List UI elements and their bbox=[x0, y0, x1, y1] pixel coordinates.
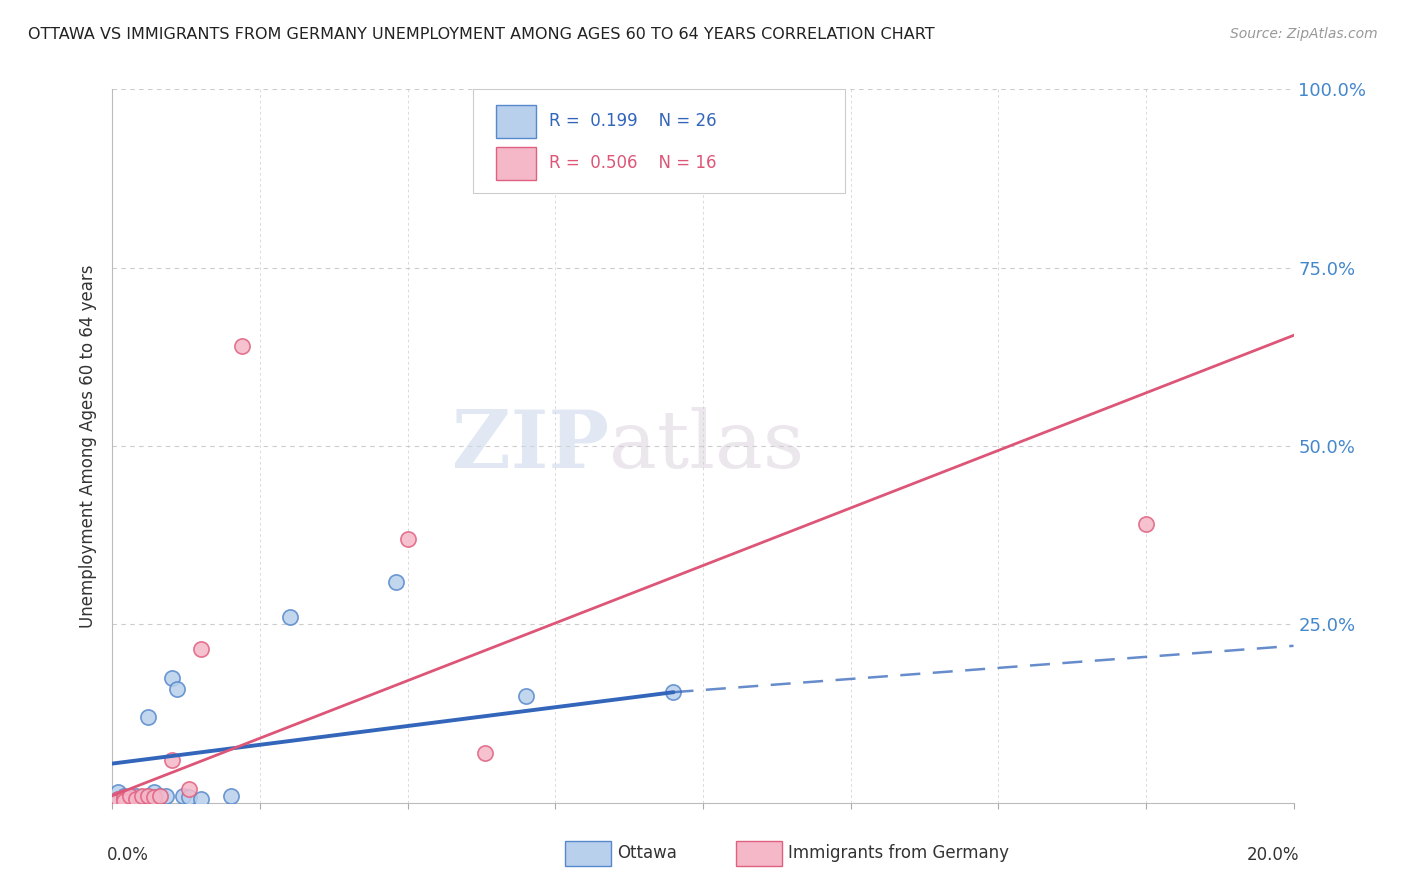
FancyBboxPatch shape bbox=[496, 147, 537, 180]
Text: Immigrants from Germany: Immigrants from Germany bbox=[787, 845, 1010, 863]
Point bbox=[125, 792, 148, 806]
Point bbox=[136, 789, 159, 803]
Y-axis label: Unemployment Among Ages 60 to 64 years: Unemployment Among Ages 60 to 64 years bbox=[79, 264, 97, 628]
Point bbox=[190, 642, 212, 657]
Text: OTTAWA VS IMMIGRANTS FROM GERMANY UNEMPLOYMENT AMONG AGES 60 TO 64 YEARS CORRELA: OTTAWA VS IMMIGRANTS FROM GERMANY UNEMPL… bbox=[28, 27, 935, 42]
Point bbox=[125, 794, 148, 808]
Text: 20.0%: 20.0% bbox=[1247, 846, 1299, 863]
Point bbox=[142, 785, 165, 799]
Point bbox=[179, 781, 201, 796]
Point bbox=[160, 753, 183, 767]
Text: Ottawa: Ottawa bbox=[617, 845, 676, 863]
Point bbox=[190, 792, 212, 806]
Point bbox=[385, 574, 408, 589]
Text: atlas: atlas bbox=[609, 407, 804, 485]
Point bbox=[131, 794, 153, 808]
Point bbox=[166, 681, 188, 696]
Point bbox=[120, 789, 142, 803]
Point bbox=[112, 789, 135, 803]
Point bbox=[179, 790, 201, 805]
Point bbox=[120, 794, 142, 808]
Point bbox=[219, 789, 242, 803]
Point bbox=[131, 790, 153, 805]
Text: 0.0%: 0.0% bbox=[107, 846, 149, 863]
Point bbox=[231, 339, 253, 353]
Point bbox=[662, 685, 685, 699]
Point bbox=[155, 789, 177, 803]
Point bbox=[107, 792, 129, 806]
Point bbox=[396, 532, 419, 546]
Point bbox=[149, 789, 172, 803]
FancyBboxPatch shape bbox=[737, 840, 782, 866]
FancyBboxPatch shape bbox=[565, 840, 610, 866]
Text: R =  0.506    N = 16: R = 0.506 N = 16 bbox=[550, 154, 717, 172]
Point bbox=[172, 789, 194, 803]
Point bbox=[1135, 517, 1157, 532]
Point bbox=[160, 671, 183, 685]
Point bbox=[125, 789, 148, 803]
Point bbox=[142, 790, 165, 805]
Point bbox=[136, 789, 159, 803]
Point bbox=[107, 792, 129, 806]
FancyBboxPatch shape bbox=[472, 89, 845, 193]
Point bbox=[107, 785, 129, 799]
Point bbox=[131, 789, 153, 803]
Point bbox=[112, 792, 135, 806]
Point bbox=[149, 789, 172, 803]
Point bbox=[136, 710, 159, 724]
Point bbox=[278, 610, 301, 624]
Text: Source: ZipAtlas.com: Source: ZipAtlas.com bbox=[1230, 27, 1378, 41]
Point bbox=[474, 746, 496, 760]
Point bbox=[515, 689, 537, 703]
Point bbox=[112, 794, 135, 808]
FancyBboxPatch shape bbox=[496, 105, 537, 138]
Text: ZIP: ZIP bbox=[451, 407, 609, 485]
Point bbox=[112, 790, 135, 805]
Point bbox=[142, 792, 165, 806]
Point bbox=[120, 790, 142, 805]
Text: R =  0.199    N = 26: R = 0.199 N = 26 bbox=[550, 112, 717, 130]
